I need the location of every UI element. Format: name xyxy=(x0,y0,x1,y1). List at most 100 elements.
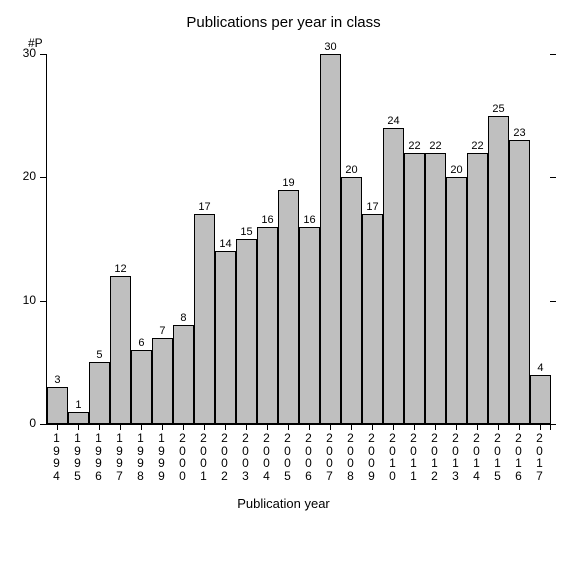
chart-title: Publications per year in class xyxy=(0,14,567,31)
y-tick xyxy=(40,177,46,178)
x-tick-label: 2 0 1 2 xyxy=(429,432,441,482)
bar-value-label: 16 xyxy=(261,214,273,226)
y-tick xyxy=(550,301,556,302)
bar: 16 xyxy=(299,227,320,424)
bar-value-label: 5 xyxy=(96,349,102,361)
x-tick-label: 2 0 0 5 xyxy=(282,432,294,482)
x-tick xyxy=(330,424,331,430)
bar: 24 xyxy=(383,128,404,424)
bar-value-label: 15 xyxy=(240,226,252,238)
bar: 22 xyxy=(404,153,425,424)
x-tick xyxy=(120,424,121,430)
bar: 22 xyxy=(425,153,446,424)
bar: 20 xyxy=(341,177,362,424)
bar: 8 xyxy=(173,325,194,424)
x-tick-label: 1 9 9 8 xyxy=(135,432,147,482)
bar: 7 xyxy=(152,338,173,424)
bar-value-label: 30 xyxy=(324,41,336,53)
x-tick xyxy=(99,424,100,430)
x-tick xyxy=(288,424,289,430)
bar-value-label: 6 xyxy=(138,337,144,349)
x-tick-label: 1 9 9 5 xyxy=(72,432,84,482)
x-tick-label: 2 0 1 0 xyxy=(387,432,399,482)
x-tick xyxy=(162,424,163,430)
x-tick-label: 2 0 0 6 xyxy=(303,432,315,482)
x-tick xyxy=(372,424,373,430)
bar: 3 xyxy=(47,387,68,424)
bar: 16 xyxy=(257,227,278,424)
y-tick xyxy=(40,424,46,425)
x-tick xyxy=(309,424,310,430)
bar: 20 xyxy=(446,177,467,424)
y-tick-label: 0 xyxy=(14,416,36,430)
x-tick-label: 2 0 1 1 xyxy=(408,432,420,482)
x-tick xyxy=(393,424,394,430)
x-tick xyxy=(225,424,226,430)
bar-value-label: 23 xyxy=(513,127,525,139)
bar: 4 xyxy=(530,375,551,424)
x-tick xyxy=(57,424,58,430)
bar-value-label: 25 xyxy=(492,103,504,115)
x-tick xyxy=(435,424,436,430)
x-tick xyxy=(204,424,205,430)
y-tick xyxy=(550,177,556,178)
bar: 15 xyxy=(236,239,257,424)
x-tick-label: 2 0 0 3 xyxy=(240,432,252,482)
x-tick-label: 1 9 9 7 xyxy=(114,432,126,482)
bar-value-label: 17 xyxy=(366,201,378,213)
x-tick-label: 2 0 1 6 xyxy=(513,432,525,482)
bar: 25 xyxy=(488,116,509,424)
x-tick-label: 2 0 0 8 xyxy=(345,432,357,482)
plot-area: 3151267817141516191630201724222220222523… xyxy=(46,54,551,425)
chart-container: Publications per year in class #P 315126… xyxy=(0,0,567,567)
x-tick xyxy=(519,424,520,430)
y-tick xyxy=(550,54,556,55)
x-tick xyxy=(78,424,79,430)
bar-value-label: 19 xyxy=(282,177,294,189)
bar: 23 xyxy=(509,140,530,424)
bar-value-label: 7 xyxy=(159,325,165,337)
x-tick-label: 2 0 0 4 xyxy=(261,432,273,482)
bar-value-label: 14 xyxy=(219,238,231,250)
bar: 22 xyxy=(467,153,488,424)
x-tick xyxy=(550,424,551,430)
bar: 19 xyxy=(278,190,299,424)
x-tick-label: 2 0 0 1 xyxy=(198,432,210,482)
y-tick-label: 20 xyxy=(14,169,36,183)
bar-value-label: 3 xyxy=(54,374,60,386)
x-tick-label: 2 0 0 0 xyxy=(177,432,189,482)
bar-value-label: 8 xyxy=(180,312,186,324)
bar-value-label: 20 xyxy=(345,164,357,176)
bar: 30 xyxy=(320,54,341,424)
x-tick xyxy=(498,424,499,430)
bar: 5 xyxy=(89,362,110,424)
x-tick-label: 2 0 1 3 xyxy=(450,432,462,482)
bar: 14 xyxy=(215,251,236,424)
x-tick xyxy=(414,424,415,430)
x-tick xyxy=(477,424,478,430)
bar-value-label: 1 xyxy=(75,399,81,411)
x-tick-label: 1 9 9 9 xyxy=(156,432,168,482)
bar-value-label: 24 xyxy=(387,115,399,127)
bar-value-label: 22 xyxy=(471,140,483,152)
bar: 17 xyxy=(362,214,383,424)
bar-value-label: 22 xyxy=(429,140,441,152)
x-tick-label: 2 0 0 7 xyxy=(324,432,336,482)
x-tick-label: 2 0 0 9 xyxy=(366,432,378,482)
x-tick xyxy=(246,424,247,430)
bar-value-label: 4 xyxy=(537,362,543,374)
y-tick-label: 10 xyxy=(14,293,36,307)
bar: 6 xyxy=(131,350,152,424)
x-tick-label: 2 0 1 4 xyxy=(471,432,483,482)
x-tick-label: 2 0 1 7 xyxy=(534,432,546,482)
x-tick xyxy=(141,424,142,430)
bar: 12 xyxy=(110,276,131,424)
bar-value-label: 12 xyxy=(114,263,126,275)
bar: 17 xyxy=(194,214,215,424)
bar-value-label: 17 xyxy=(198,201,210,213)
bar-value-label: 20 xyxy=(450,164,462,176)
x-tick-label: 2 0 1 5 xyxy=(492,432,504,482)
bar-value-label: 16 xyxy=(303,214,315,226)
x-axis-label: Publication year xyxy=(0,496,567,511)
bar-value-label: 22 xyxy=(408,140,420,152)
